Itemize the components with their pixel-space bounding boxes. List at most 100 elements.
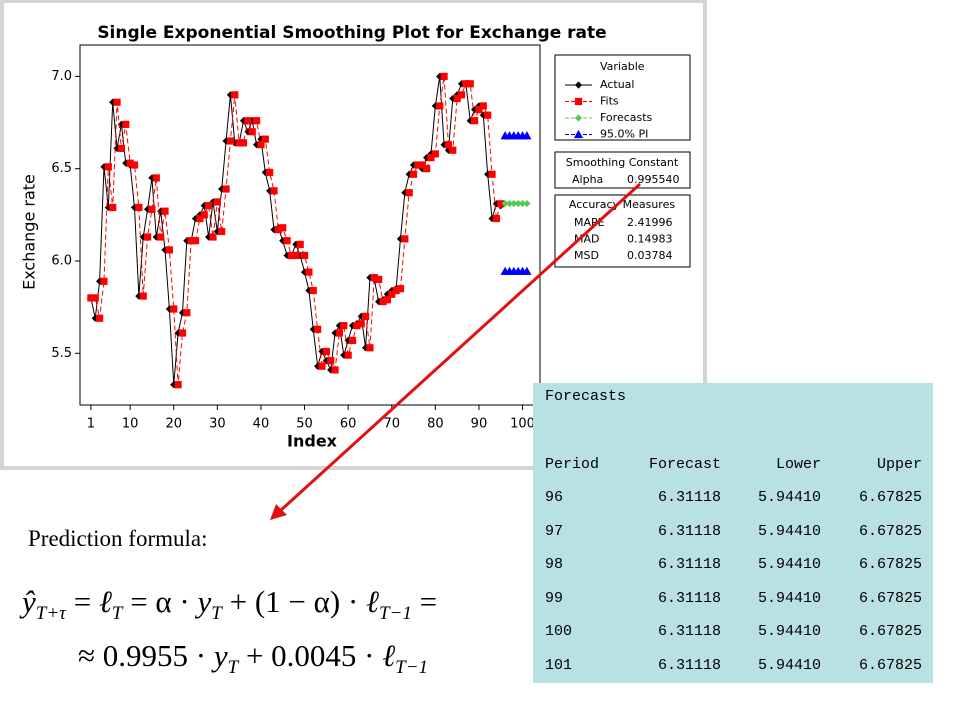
point <box>283 237 291 245</box>
formula-line: ≈ 0.9955 · yT + 0.0045 · ℓT−1 <box>78 638 428 679</box>
point <box>479 111 487 119</box>
y-axis-label: Exchange rate <box>20 174 39 290</box>
table-cell: 100 <box>545 623 573 641</box>
point <box>244 117 252 125</box>
column-header: Period <box>545 456 600 473</box>
point <box>183 309 191 317</box>
y-tick-label: 7.0 <box>51 69 72 84</box>
point <box>414 161 422 169</box>
point <box>143 233 152 241</box>
point <box>488 170 496 178</box>
point <box>213 198 221 206</box>
point <box>470 117 479 125</box>
table-cell: 5.94410 <box>757 489 821 506</box>
column-header: Lower <box>775 456 821 473</box>
smoothing-value: 0.995540 <box>627 173 680 186</box>
accuracy-title: Accuracy Measures <box>569 198 675 211</box>
point <box>462 80 470 88</box>
legend-marker <box>574 81 583 89</box>
smoothing-box <box>554 151 691 189</box>
point <box>431 102 439 110</box>
table-cell: 6.31118 <box>657 623 721 641</box>
formula-line: ŷT+τ = ℓT = α · yT + (1 − α) · ℓT−1 = <box>22 584 437 625</box>
legend-marker <box>574 114 583 122</box>
formula-subscript: T−1 <box>395 657 429 679</box>
table-cell: 6.31118 <box>657 657 721 674</box>
legend-label: Forecasts <box>600 111 653 124</box>
point <box>444 146 453 154</box>
point <box>96 314 104 322</box>
formula-token: y <box>213 638 228 673</box>
legend-label: 95.0% PI <box>600 128 648 141</box>
point <box>218 227 226 236</box>
point <box>148 205 156 213</box>
point <box>226 137 235 145</box>
legend-label: Fits <box>600 95 619 108</box>
point <box>191 237 200 245</box>
table-cell: 6.31118 <box>657 522 721 540</box>
point <box>340 322 348 330</box>
point <box>318 362 326 370</box>
point <box>109 203 117 212</box>
point <box>357 320 365 328</box>
point <box>305 268 313 276</box>
point <box>87 294 95 302</box>
point <box>366 344 374 352</box>
point <box>257 141 265 149</box>
table-cell: 5.94410 <box>757 657 821 674</box>
point <box>104 163 112 171</box>
point <box>475 106 483 114</box>
formula-subscript: T <box>211 603 222 625</box>
y-tick-label: 6.0 <box>51 254 72 269</box>
point <box>187 237 195 245</box>
point <box>409 170 418 178</box>
forecast-table: Forecasts Period Forecast Lower Upper 96 6.311… <box>533 383 933 683</box>
formula-subscript: T+τ <box>35 603 66 625</box>
legend-marker <box>574 97 583 106</box>
point <box>235 139 243 147</box>
formula-token: = α · <box>122 584 198 619</box>
point <box>405 189 413 197</box>
formula-token: = <box>65 584 99 619</box>
table-title: Forecasts <box>545 388 627 405</box>
point <box>453 91 461 99</box>
formula-token: ŷ <box>22 584 36 619</box>
table-cell: 96 <box>545 489 564 506</box>
table-cell: 5.94410 <box>757 522 821 540</box>
x-tick-label: 30 <box>209 417 226 432</box>
formula-label: Prediction formula: <box>28 526 208 551</box>
point <box>270 187 278 195</box>
x-axis-label: Index <box>287 432 338 451</box>
point <box>335 329 344 337</box>
point <box>401 235 409 243</box>
point <box>174 381 182 389</box>
point <box>152 174 160 182</box>
point <box>205 202 213 210</box>
point <box>279 224 287 232</box>
point <box>170 305 178 313</box>
point <box>331 366 339 374</box>
point <box>440 141 448 149</box>
point <box>222 185 230 193</box>
formula-token: + 0.0045 · <box>238 638 383 673</box>
accuracy-name: MSD <box>574 249 599 262</box>
point <box>457 91 466 99</box>
point <box>427 150 435 158</box>
point <box>479 102 487 110</box>
point <box>418 161 426 169</box>
point <box>239 139 248 147</box>
point <box>522 131 532 140</box>
accuracy-name: MAPE <box>574 216 605 229</box>
formula-token: ℓ <box>366 584 379 619</box>
point <box>436 102 444 110</box>
point <box>266 187 274 195</box>
point <box>113 98 121 106</box>
point <box>209 233 217 241</box>
point <box>91 294 99 302</box>
formula-subscript: T <box>227 657 239 679</box>
point <box>157 233 165 241</box>
formula-subscript: T−1 <box>378 603 412 625</box>
legend-box <box>554 54 691 141</box>
table-cell: 101 <box>545 657 573 674</box>
formula-token: ℓ <box>382 638 396 673</box>
